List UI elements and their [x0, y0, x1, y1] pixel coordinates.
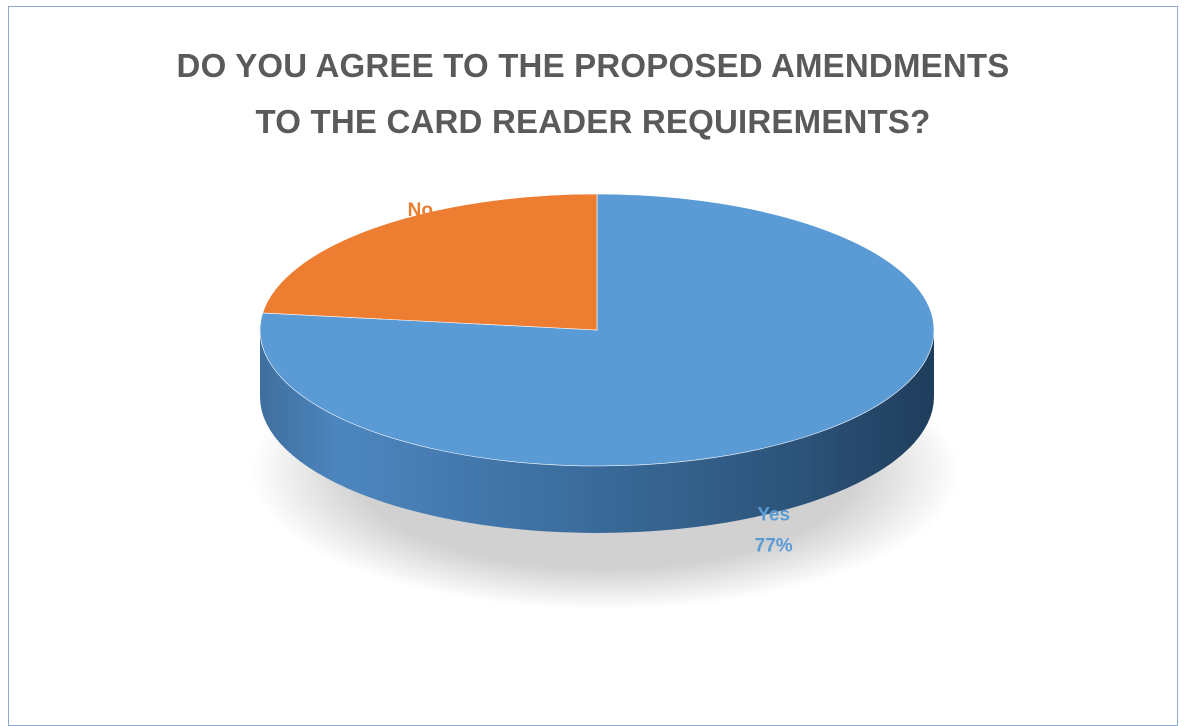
pie-top: [259, 193, 935, 467]
data-value-yes: 77%: [755, 535, 793, 556]
pie-slice-no: [262, 193, 598, 331]
data-value-no: 23%: [401, 231, 439, 252]
chart-title-line-2: TO THE CARD READER REQUIREMENTS?: [255, 103, 931, 140]
pie-side-yes: [260, 330, 934, 533]
chart-title: DO YOU AGREE TO THE PROPOSED AMENDMENTS …: [0, 38, 1186, 150]
pie-slice-yes: [259, 193, 935, 467]
pie-sides: [260, 330, 934, 533]
data-label-no: No: [408, 200, 433, 221]
pie-labels: Yes 77% No 23%: [401, 200, 793, 556]
chart-title-line-1: DO YOU AGREE TO THE PROPOSED AMENDMENTS: [176, 47, 1010, 84]
data-label-yes: Yes: [757, 504, 790, 525]
